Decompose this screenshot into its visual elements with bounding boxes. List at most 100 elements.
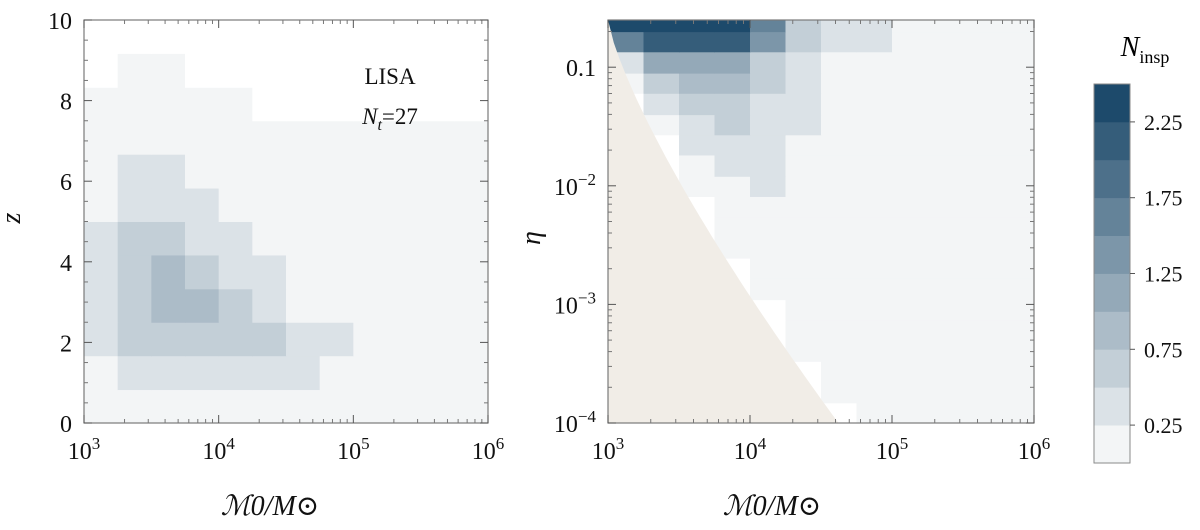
heatmap-cell — [785, 216, 822, 239]
heatmap-cell — [998, 339, 1035, 362]
heatmap-cell — [856, 319, 893, 341]
heatmap-cell — [892, 361, 928, 382]
heatmap-cell — [998, 216, 1035, 239]
heatmap-cell — [353, 87, 388, 122]
heatmap-cell — [387, 188, 422, 222]
heatmap-cell — [927, 361, 964, 382]
heatmap-cell — [927, 402, 964, 424]
y-tick-label: 10−3 — [554, 288, 596, 319]
left-x-axis-label: ℳ0/M⊙ — [221, 491, 320, 522]
left-heatmap-cells — [84, 20, 489, 424]
heatmap-cell — [856, 196, 893, 218]
heatmap-cell — [454, 355, 489, 391]
heatmap-cell — [998, 196, 1035, 218]
left-y-axis-label: z — [0, 212, 27, 224]
heatmap-cell — [821, 361, 857, 382]
colorbar-swatches — [1093, 83, 1131, 464]
heatmap-cell — [821, 51, 857, 74]
heatmap-cell — [892, 237, 928, 259]
heatmap-cell — [998, 154, 1035, 177]
heatmap-cell — [927, 299, 964, 321]
heatmap-cell — [714, 31, 751, 53]
heatmap-cell — [420, 188, 455, 222]
heatmap-cell — [252, 154, 287, 189]
heatmap-cell — [454, 53, 489, 88]
heatmap-cell — [714, 19, 751, 33]
heatmap-cell — [286, 120, 321, 155]
heatmap-cell — [856, 19, 893, 33]
right-y-axis-label: η — [516, 231, 547, 245]
heatmap-cell — [821, 31, 857, 53]
heatmap-cell — [998, 73, 1035, 94]
heatmap-cell — [353, 20, 388, 54]
heatmap-cell — [286, 221, 321, 256]
heatmap-cell — [892, 299, 928, 321]
heatmap-cell — [218, 53, 253, 88]
heatmap-cell — [185, 53, 220, 88]
heatmap-cell — [420, 389, 455, 424]
heatmap-cell — [785, 19, 822, 33]
heatmap-cell — [387, 53, 422, 88]
heatmap-cell — [750, 154, 786, 177]
heatmap-cell — [927, 216, 964, 239]
heatmap-cell — [963, 154, 999, 177]
heatmap-cell — [963, 176, 999, 197]
heatmap-cell — [998, 31, 1035, 53]
heatmap-cell — [750, 114, 786, 136]
heatmap-cell — [286, 322, 321, 357]
heatmap-cell — [286, 154, 321, 189]
heatmap-cell — [454, 254, 489, 290]
heatmap-cell — [785, 176, 822, 197]
heatmap-cell — [998, 258, 1035, 279]
x-tick-label: 104 — [202, 434, 235, 465]
heatmap-cell — [387, 154, 422, 189]
annotation-nt: Nt=27 — [361, 104, 418, 134]
heatmap-cell — [286, 53, 321, 88]
heatmap-cell — [963, 93, 999, 116]
heatmap-cell — [454, 322, 489, 357]
heatmap-cell — [856, 339, 893, 362]
heatmap-cell — [679, 51, 715, 74]
heatmap-cell — [821, 154, 857, 177]
heatmap-cell — [963, 237, 999, 259]
heatmap-cell — [856, 278, 893, 301]
heatmap-cell — [420, 322, 455, 357]
heatmap-cell — [117, 20, 152, 54]
heatmap-cell — [252, 188, 287, 222]
heatmap-cell — [927, 237, 964, 259]
right-x-axis-label: ℳ0/M⊙ — [723, 491, 822, 522]
heatmap-cell — [319, 120, 354, 155]
heatmap-cell — [151, 355, 186, 391]
heatmap-cell — [856, 154, 893, 177]
heatmap-cell — [319, 87, 354, 122]
heatmap-cell — [151, 254, 186, 290]
heatmap-cell — [785, 258, 822, 279]
heatmap-cell — [185, 20, 220, 54]
heatmap-cell — [117, 154, 152, 189]
heatmap-cell — [151, 20, 186, 54]
heatmap-cell — [218, 322, 253, 357]
heatmap-cell — [252, 389, 287, 424]
x-tick-label: 103 — [592, 434, 625, 465]
heatmap-cell — [785, 339, 822, 362]
heatmap-cell — [927, 114, 964, 136]
heatmap-cell — [963, 299, 999, 321]
heatmap-cell — [218, 87, 253, 122]
heatmap-cell — [785, 51, 822, 74]
heatmap-cell — [821, 114, 857, 136]
heatmap-cell — [185, 288, 220, 323]
heatmap-cell — [286, 188, 321, 222]
heatmap-cell — [286, 20, 321, 54]
x-tick-label: 103 — [68, 434, 101, 465]
heatmap-cell — [998, 402, 1035, 424]
heatmap-cell — [218, 355, 253, 391]
heatmap-cell — [892, 154, 928, 177]
heatmap-cell — [892, 73, 928, 94]
heatmap-cell — [892, 51, 928, 74]
heatmap-cell — [151, 188, 186, 222]
y-tick-label: 8 — [60, 90, 72, 116]
heatmap-cell — [714, 51, 751, 74]
heatmap-cell — [84, 322, 119, 357]
x-tick-label: 106 — [472, 434, 505, 465]
heatmap-cell — [679, 93, 715, 116]
